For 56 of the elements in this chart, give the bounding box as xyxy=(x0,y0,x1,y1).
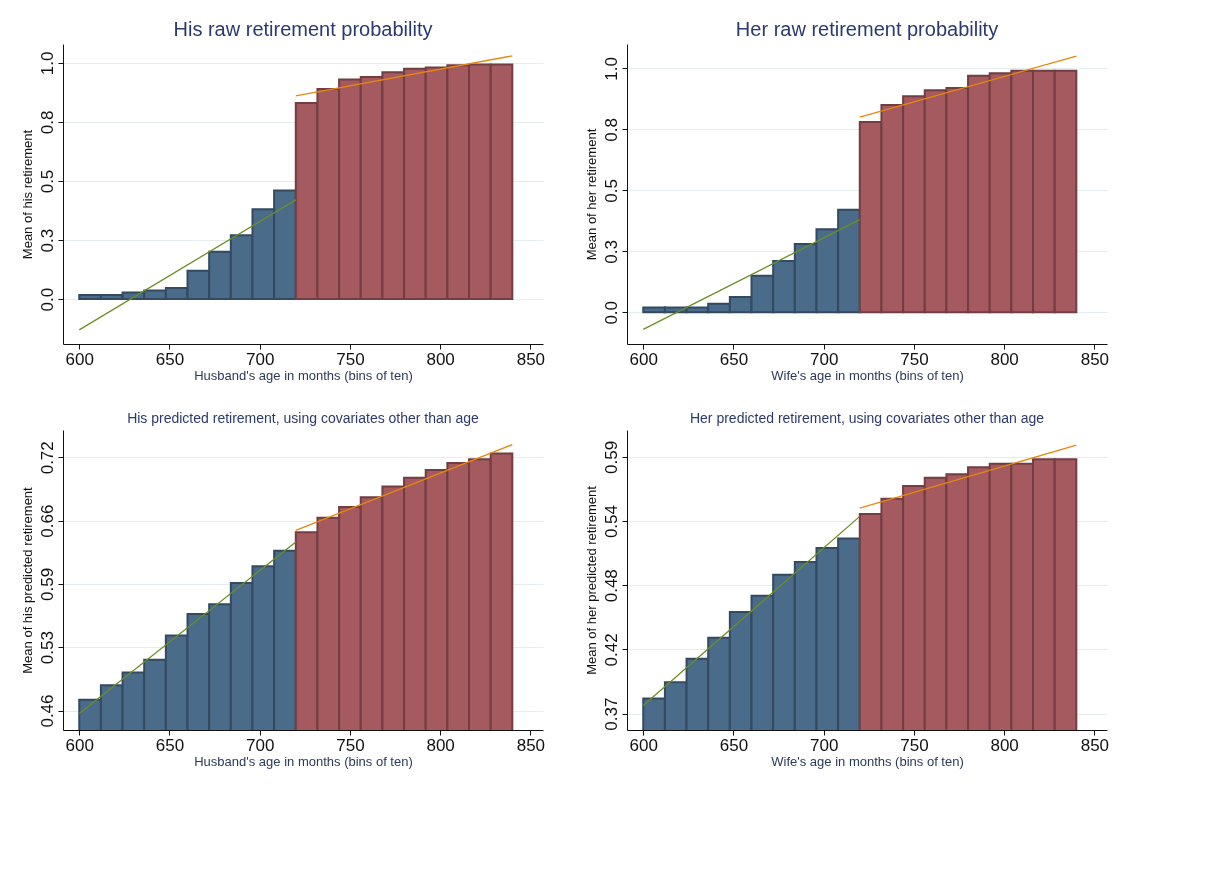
x-tick-label: 650 xyxy=(719,735,749,755)
y-tick-label: 0.48 xyxy=(601,569,621,603)
x-tick-label: 700 xyxy=(246,349,275,369)
y-tick-label: 0.0 xyxy=(601,300,621,325)
x-tick-label: 600 xyxy=(65,735,94,755)
x-axis-title: Husband's age in months (bins of ten) xyxy=(194,753,413,769)
x-axis-title: Wife's age in months (bins of ten) xyxy=(771,753,964,769)
y-tick-label: 0.72 xyxy=(37,441,57,475)
x-tick-label: 750 xyxy=(336,735,365,755)
x-tick-label: 800 xyxy=(990,349,1019,369)
x-tick-label: 650 xyxy=(155,349,185,369)
x-tick-label: 850 xyxy=(1080,735,1110,755)
x-axis-title: Wife's age in months (bins of ten) xyxy=(771,367,964,383)
x-tick-label: 800 xyxy=(990,735,1019,755)
x-tick-label: 700 xyxy=(810,735,839,755)
y-tick-label: 0.46 xyxy=(37,694,57,728)
y-tick-label: 0.54 xyxy=(601,505,621,539)
chart-title: Her predicted retirement, using covariates other than age xyxy=(689,410,1045,426)
x-tick-label: 700 xyxy=(246,735,275,755)
y-tick-label: 0.66 xyxy=(37,504,57,538)
x-tick-label: 700 xyxy=(810,349,839,369)
x-tick-label: 800 xyxy=(426,349,455,369)
chart-title: His predicted retirement, using covariates other than age xyxy=(127,410,480,426)
x-tick-label: 750 xyxy=(900,735,929,755)
chart-title: Her raw retirement probability xyxy=(735,18,999,40)
y-axis-title: Mean of his predicted retirement xyxy=(19,486,35,674)
y-tick-label: 0.5 xyxy=(37,169,57,194)
y-tick-label: 1.0 xyxy=(601,57,621,81)
x-tick-label: 600 xyxy=(629,349,658,369)
x-tick-label: 650 xyxy=(155,735,185,755)
y-tick-label: 0.5 xyxy=(601,179,621,203)
y-axis-title: Mean of his retirement xyxy=(19,129,35,260)
y-tick-label: 0.0 xyxy=(37,287,57,312)
x-tick-label: 850 xyxy=(1080,349,1110,369)
x-tick-label: 650 xyxy=(719,349,749,369)
y-tick-label: 0.53 xyxy=(37,631,57,665)
y-tick-label: 0.59 xyxy=(601,440,621,474)
x-tick-label: 750 xyxy=(900,349,929,369)
x-axis-title: Husband's age in months (bins of ten) xyxy=(194,367,413,383)
x-tick-label: 750 xyxy=(336,349,365,369)
x-tick-label: 600 xyxy=(65,349,94,369)
x-tick-label: 850 xyxy=(516,735,546,755)
y-tick-label: 0.8 xyxy=(37,110,57,135)
y-tick-label: 0.37 xyxy=(601,697,621,731)
x-tick-label: 800 xyxy=(426,735,455,755)
x-tick-label: 850 xyxy=(516,349,546,369)
y-tick-label: 0.42 xyxy=(601,633,621,667)
y-tick-label: 1.0 xyxy=(37,51,57,76)
y-tick-label: 0.3 xyxy=(37,228,57,253)
y-tick-label: 0.8 xyxy=(601,118,621,142)
y-tick-label: 0.3 xyxy=(601,240,621,264)
y-tick-label: 0.59 xyxy=(37,567,57,601)
y-axis-title: Mean of her predicted retirement xyxy=(583,485,599,675)
chart-title: His raw retirement probability xyxy=(173,18,433,40)
x-tick-label: 600 xyxy=(629,735,658,755)
y-axis-title: Mean of her retirement xyxy=(583,128,599,261)
